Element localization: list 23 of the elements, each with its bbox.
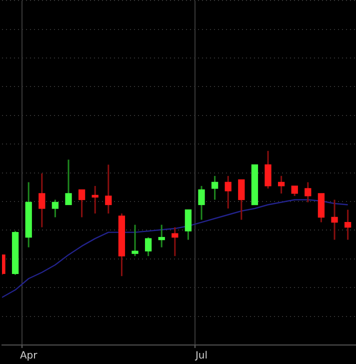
candlestick <box>184 208 192 241</box>
candlestick <box>52 198 59 218</box>
candlestick <box>264 150 272 190</box>
candlestick <box>38 172 46 228</box>
candlestick <box>331 198 338 241</box>
candlestick <box>172 226 178 257</box>
candlestick <box>224 175 232 210</box>
candlestick <box>238 178 245 221</box>
candlestick <box>144 236 152 257</box>
candlestick <box>344 208 352 241</box>
candlestick <box>304 181 312 203</box>
candlestick <box>291 185 298 197</box>
candlestick <box>132 224 138 257</box>
candlestick <box>278 175 285 194</box>
candlestick <box>65 158 72 206</box>
candlestick <box>105 164 112 214</box>
candlestick <box>92 185 98 214</box>
candlestick <box>211 175 218 200</box>
candlestick <box>78 188 86 218</box>
x-tick-label: Jul <box>194 350 208 362</box>
x-tick-label: Apr <box>20 350 38 362</box>
candlestick <box>158 224 165 248</box>
candlestick <box>198 185 205 221</box>
